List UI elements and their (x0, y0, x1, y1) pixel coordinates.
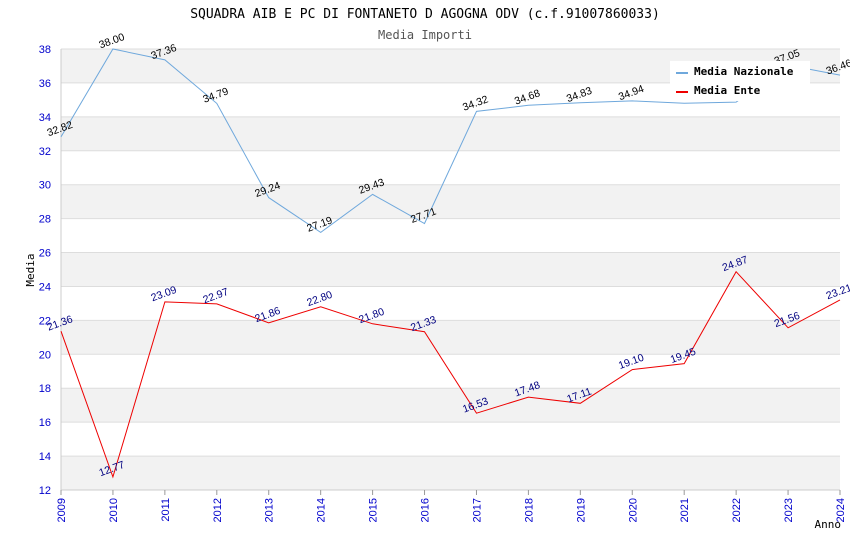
x-tick-label: 2024 (835, 498, 847, 522)
chart-title: SQUADRA AIB E PC DI FONTANETO D AGOGNA O… (190, 7, 660, 22)
y-tick-label: 18 (39, 383, 51, 395)
data-label: 22.97 (201, 286, 230, 306)
y-tick-label: 14 (39, 451, 51, 463)
y-tick-label: 32 (39, 146, 51, 158)
y-tick-label: 12 (39, 485, 51, 497)
y-tick-label: 22 (39, 315, 51, 327)
x-tick-label: 2013 (264, 498, 276, 522)
y-tick-labels: 12 14 16 18 20 22 24 26 28 30 32 34 36 38 (39, 44, 51, 497)
y-tick-label: 16 (39, 417, 51, 429)
grid-band (61, 456, 840, 490)
grid-band (61, 116, 840, 151)
x-tick-label: 2015 (368, 498, 380, 522)
y-tick-label: 30 (39, 180, 51, 192)
legend: Media Nazionale Media Ente (670, 61, 810, 101)
x-tick-label: 2009 (56, 498, 68, 522)
axes (60, 49, 840, 491)
legend-label-ente: Media Ente (694, 84, 761, 97)
y-tick-label: 28 (39, 214, 51, 226)
legend-box (670, 61, 810, 101)
x-tick-label: 2017 (471, 498, 483, 522)
series-line-media-nazionale (60, 48, 841, 234)
x-tick-label: 2023 (783, 498, 795, 522)
x-tick-labels: 2009 2010 2011 2012 2013 2014 2015 2016 2017 2018… (56, 490, 847, 522)
x-axis-title: Anno (815, 518, 842, 531)
data-label: 34.94 (617, 83, 646, 103)
x-tick-label: 2021 (679, 498, 691, 522)
grid-band (61, 184, 840, 219)
x-tick-label: 2014 (316, 498, 328, 522)
x-tick-label: 2011 (160, 498, 172, 522)
y-tick-label: 36 (39, 78, 51, 90)
legend-label-naz: Media Nazionale (694, 65, 794, 78)
y-axis-title: Media (24, 253, 37, 286)
x-tick-label: 2012 (212, 498, 224, 522)
x-tick-label: 2016 (420, 498, 432, 522)
x-tick-label: 2020 (627, 498, 639, 522)
y-tick-label: 26 (39, 248, 51, 260)
x-tick-label: 2010 (108, 498, 120, 522)
y-tick-label: 24 (39, 281, 51, 293)
series-lines (60, 48, 841, 479)
data-label: 38.00 (97, 31, 126, 51)
grid-band (61, 320, 840, 355)
y-tick-label: 38 (39, 44, 51, 56)
x-tick-label: 2019 (575, 498, 587, 522)
grid-band (61, 252, 840, 287)
background-bands (61, 49, 840, 490)
x-tick-label: 2022 (731, 498, 743, 522)
y-tick-label: 20 (39, 349, 51, 361)
data-label: 22.80 (305, 289, 334, 309)
series-line-media-ente (60, 270, 841, 479)
chart-subtitle: Media Importi (378, 28, 472, 42)
grid-band (61, 388, 840, 423)
x-tick-label: 2018 (523, 498, 535, 522)
y-tick-label: 34 (39, 112, 51, 124)
